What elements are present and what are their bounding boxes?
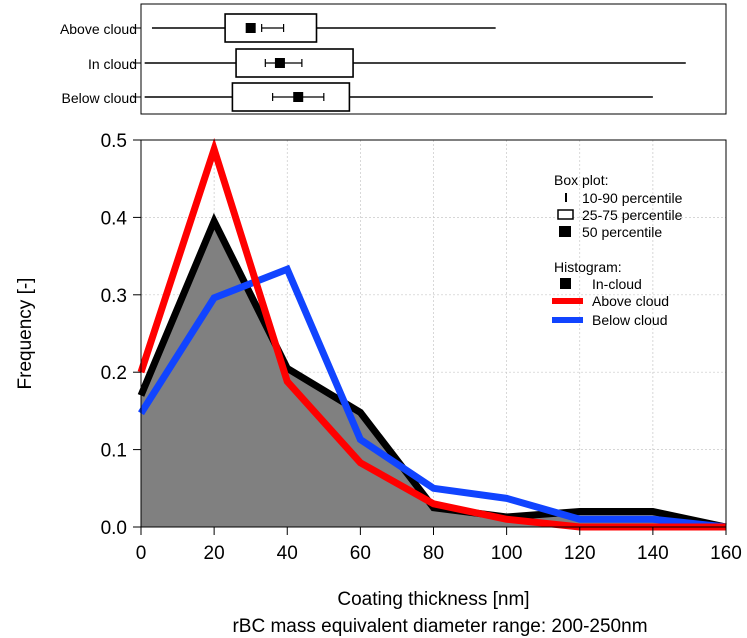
- x-tick-label: 60: [350, 543, 371, 564]
- box-median-marker: [293, 92, 304, 102]
- x-tick-label: 160: [710, 543, 742, 564]
- box-row: Below cloud: [62, 82, 653, 112]
- legend-symbol-median: [559, 226, 571, 237]
- legend-boxplot-item: 50 percentile: [582, 224, 662, 240]
- box-25-75: [235, 48, 354, 78]
- legend-symbol-box: [557, 209, 574, 220]
- x-tick-label: 40: [277, 543, 298, 564]
- legend-title-histogram: Histogram:: [554, 259, 622, 275]
- y-tick-label: 0.1: [101, 441, 127, 462]
- box-row: In cloud: [88, 48, 686, 78]
- series-area-in-cloud: [141, 221, 726, 527]
- y-tick-label: 0.5: [101, 131, 127, 152]
- x-tick-label: 120: [564, 543, 596, 564]
- legend-title-boxplot: Box plot:: [554, 172, 608, 188]
- legend-series-label: Below cloud: [592, 312, 668, 328]
- series-line-below-cloud: [138, 264, 727, 531]
- boxplot-panel: Above cloud In cloud Below cloud: [60, 3, 727, 115]
- legend-series-label: In-cloud: [592, 276, 642, 292]
- box-median-marker: [245, 23, 256, 33]
- y-axis-label: Frequency [-]: [15, 278, 36, 390]
- box-median-marker: [274, 58, 285, 68]
- boxplot-frame: [140, 3, 727, 115]
- x-tick-label: 0: [136, 543, 147, 564]
- y-tick-label: 0.4: [101, 208, 128, 229]
- x-tick-label: 100: [491, 543, 523, 564]
- legend-swatch-in-cloud: [560, 278, 571, 289]
- legend-series-label: Above cloud: [592, 293, 669, 309]
- legend-boxplot-item: 10-90 percentile: [582, 190, 683, 206]
- y-tick-label: 0.2: [101, 363, 127, 384]
- y-tick-label: 0.3: [101, 286, 127, 307]
- legend-boxplot-item: 25-75 percentile: [582, 207, 683, 223]
- x-tick-label: 80: [423, 543, 444, 564]
- x-axis-label: Coating thickness [nm]: [337, 589, 529, 610]
- y-tick-label: 0.0: [101, 518, 127, 539]
- x-tick-label: 140: [637, 543, 669, 564]
- box-row-label: In cloud: [88, 56, 137, 72]
- box-row-label: Below cloud: [62, 90, 138, 106]
- series-line-in-cloud: [137, 212, 727, 531]
- box-row: Above cloud: [60, 13, 496, 43]
- box-row-label: Above cloud: [60, 21, 137, 37]
- x-axis-sublabel: rBC mass equivalent diameter range: 200-…: [232, 616, 647, 637]
- x-tick-label: 20: [204, 543, 225, 564]
- histogram-panel: 0 20 40 60 80 100 120 140 1600.00.10.20.30.40.5 …: [15, 131, 742, 637]
